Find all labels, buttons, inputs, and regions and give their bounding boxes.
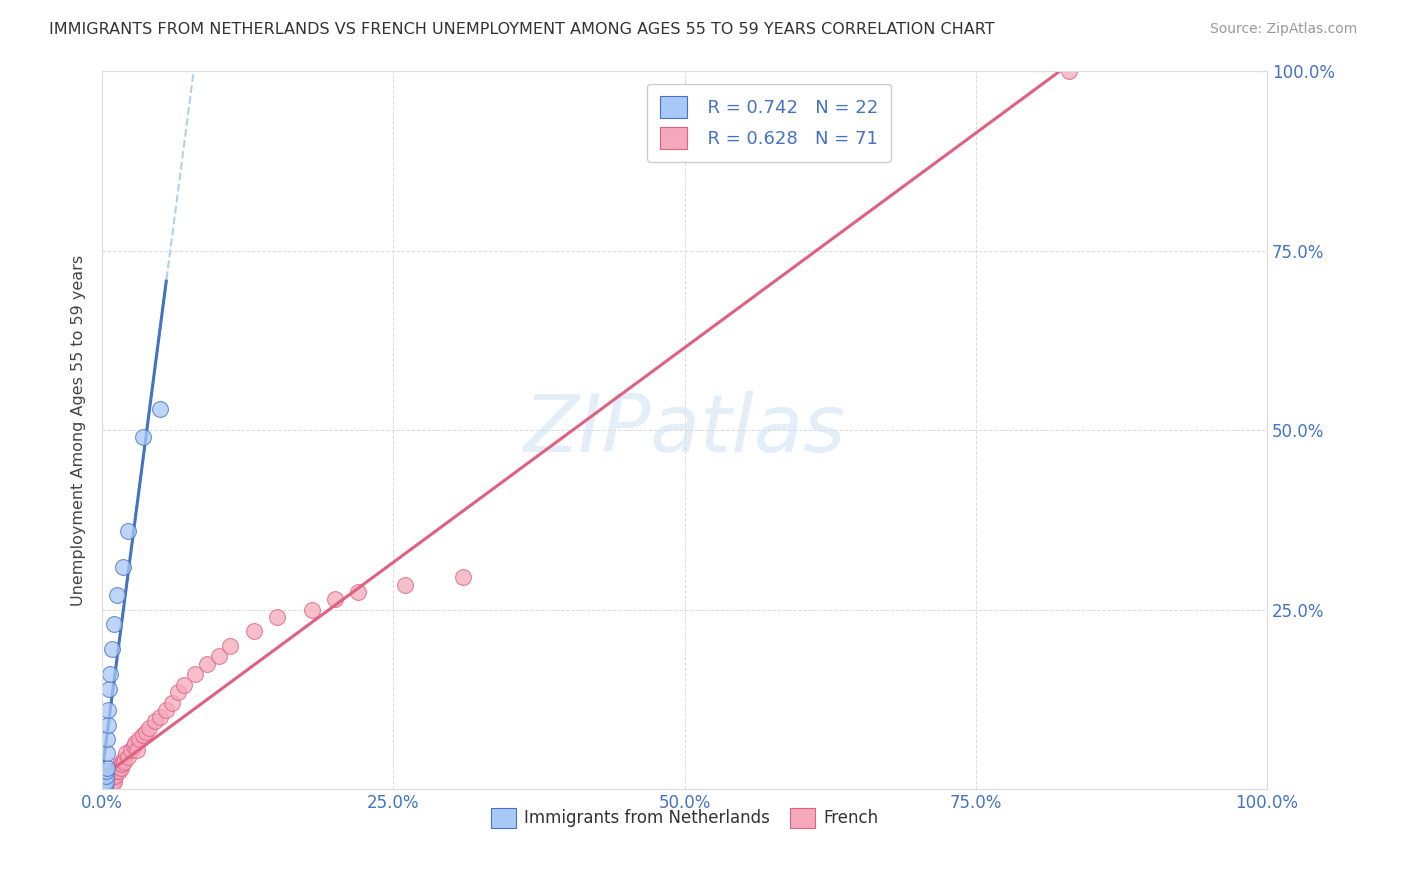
Point bbox=[93, 773, 115, 788]
Point bbox=[347, 584, 370, 599]
Point bbox=[93, 775, 115, 789]
Point bbox=[96, 777, 118, 791]
Point bbox=[105, 764, 128, 779]
Point bbox=[132, 728, 155, 742]
Point bbox=[93, 776, 115, 790]
Point bbox=[96, 772, 118, 786]
Text: Source: ZipAtlas.com: Source: ZipAtlas.com bbox=[1209, 22, 1357, 37]
Point bbox=[394, 577, 416, 591]
Point bbox=[128, 731, 150, 746]
Point bbox=[101, 773, 124, 788]
Point bbox=[451, 570, 474, 584]
Point bbox=[100, 769, 122, 783]
Point bbox=[103, 768, 125, 782]
Point bbox=[117, 524, 139, 538]
Point bbox=[94, 764, 117, 779]
Point bbox=[94, 769, 117, 783]
Point bbox=[1057, 64, 1080, 78]
Point bbox=[96, 747, 118, 761]
Point bbox=[93, 780, 115, 794]
Point bbox=[94, 780, 117, 794]
Point bbox=[105, 761, 128, 775]
Point bbox=[195, 657, 218, 671]
Point bbox=[155, 703, 177, 717]
Point bbox=[98, 776, 121, 790]
Point bbox=[114, 747, 136, 761]
Point bbox=[93, 779, 115, 793]
Point bbox=[103, 617, 125, 632]
Text: ZIPatlas: ZIPatlas bbox=[523, 391, 845, 469]
Point bbox=[93, 773, 115, 788]
Point bbox=[149, 401, 172, 416]
Point bbox=[107, 764, 129, 779]
Point bbox=[108, 757, 131, 772]
Point bbox=[143, 714, 166, 728]
Point bbox=[93, 778, 115, 792]
Point bbox=[94, 777, 117, 791]
Point bbox=[94, 772, 117, 787]
Point bbox=[135, 724, 157, 739]
Point bbox=[97, 717, 120, 731]
Point bbox=[103, 775, 125, 789]
Point bbox=[98, 768, 121, 782]
Point bbox=[104, 769, 127, 783]
Point bbox=[98, 681, 121, 696]
Point bbox=[112, 754, 135, 768]
Point bbox=[93, 779, 115, 793]
Point bbox=[167, 685, 190, 699]
Point bbox=[98, 772, 121, 787]
Point bbox=[112, 755, 135, 769]
Point bbox=[93, 776, 115, 790]
Point bbox=[100, 642, 122, 657]
Point bbox=[94, 775, 117, 789]
Point bbox=[208, 649, 231, 664]
Point bbox=[97, 769, 120, 783]
Point bbox=[97, 776, 120, 790]
Legend: Immigrants from Netherlands, French: Immigrants from Netherlands, French bbox=[484, 801, 884, 835]
Point bbox=[120, 742, 142, 756]
Point bbox=[117, 750, 139, 764]
Point bbox=[100, 775, 122, 789]
Point bbox=[93, 780, 115, 794]
Point bbox=[93, 780, 115, 794]
Point bbox=[93, 780, 115, 795]
Point bbox=[124, 735, 146, 749]
Point bbox=[96, 761, 118, 775]
Point bbox=[101, 766, 124, 780]
Point bbox=[301, 602, 323, 616]
Point bbox=[105, 588, 128, 602]
Text: IMMIGRANTS FROM NETHERLANDS VS FRENCH UNEMPLOYMENT AMONG AGES 55 TO 59 YEARS COR: IMMIGRANTS FROM NETHERLANDS VS FRENCH UN… bbox=[49, 22, 995, 37]
Point bbox=[138, 721, 160, 735]
Point bbox=[242, 624, 264, 639]
Point bbox=[96, 780, 118, 794]
Point bbox=[127, 742, 149, 756]
Point bbox=[98, 775, 121, 789]
Point bbox=[111, 757, 134, 772]
Point bbox=[98, 778, 121, 792]
Point bbox=[110, 761, 132, 775]
Point bbox=[112, 559, 135, 574]
Point bbox=[173, 678, 195, 692]
Point bbox=[97, 773, 120, 788]
Y-axis label: Unemployment Among Ages 55 to 59 years: Unemployment Among Ages 55 to 59 years bbox=[72, 254, 86, 606]
Point bbox=[132, 430, 155, 444]
Point bbox=[98, 667, 121, 681]
Point bbox=[160, 696, 183, 710]
Point bbox=[96, 775, 118, 789]
Point bbox=[94, 779, 117, 793]
Point bbox=[149, 710, 172, 724]
Point bbox=[122, 739, 145, 753]
Point bbox=[96, 731, 118, 746]
Point bbox=[94, 775, 117, 789]
Point bbox=[98, 771, 121, 785]
Point bbox=[323, 591, 346, 606]
Point bbox=[266, 610, 288, 624]
Point bbox=[184, 667, 207, 681]
Point bbox=[96, 768, 118, 782]
Point bbox=[97, 779, 120, 793]
Point bbox=[93, 780, 115, 795]
Point bbox=[97, 703, 120, 717]
Point bbox=[219, 639, 242, 653]
